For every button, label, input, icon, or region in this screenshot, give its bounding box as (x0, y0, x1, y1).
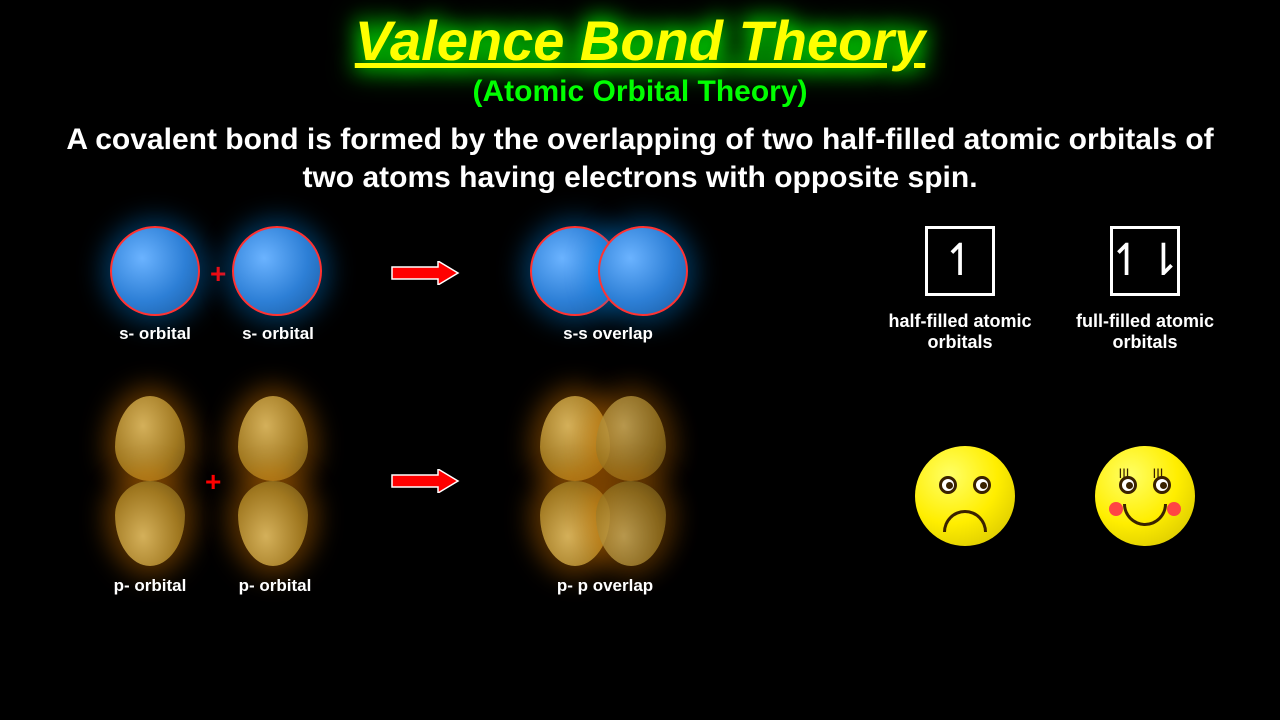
s-orbital-left (110, 226, 200, 316)
half-filled-label: half-filled atomic orbitals (880, 311, 1040, 353)
p-overlap-label: p- p overlap (545, 576, 665, 596)
plus-s: + (210, 258, 226, 290)
spin-up-arrow: ↿ (942, 239, 979, 283)
p-left-label: p- orbital (90, 576, 210, 596)
happy-face-icon: | | || | | (1095, 446, 1195, 546)
arrow-s (390, 261, 460, 285)
p-right-label: p- orbital (215, 576, 335, 596)
sad-face-icon (915, 446, 1015, 546)
main-title: Valence Bond Theory (0, 0, 1280, 73)
p-orbital-right (228, 396, 318, 566)
s-orbital-right (232, 226, 322, 316)
s-right-label: s- orbital (218, 324, 338, 344)
description-text: A covalent bond is formed by the overlap… (0, 109, 1280, 206)
subtitle: (Atomic Orbital Theory) (0, 75, 1280, 109)
p-orbital-left (105, 396, 195, 566)
p-overlap-right (586, 396, 676, 566)
s-overlap-label: s-s overlap (548, 324, 668, 344)
plus-p: + (205, 466, 221, 498)
half-filled-box: ↿ (925, 226, 995, 296)
arrow-p (390, 469, 460, 493)
full-filled-label: full-filled atomic orbitals (1065, 311, 1225, 353)
spin-up-down-arrows: ↿⇂ (1108, 239, 1182, 283)
s-overlap-right (598, 226, 688, 316)
diagram-area: + s- orbital s- orbital s-s overlap + p-… (0, 206, 1280, 666)
full-filled-box: ↿⇂ (1110, 226, 1180, 296)
s-left-label: s- orbital (95, 324, 215, 344)
